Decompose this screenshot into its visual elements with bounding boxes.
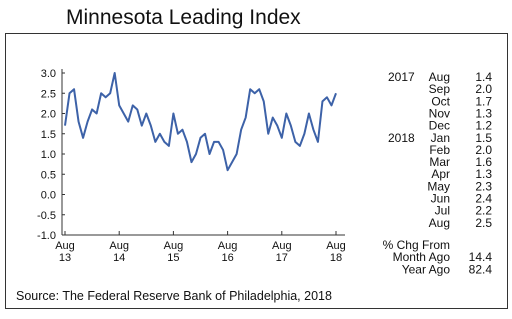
table-year: 2017	[388, 70, 415, 84]
table-value: 1.3	[475, 106, 492, 120]
table-value: 2.3	[475, 179, 492, 193]
x-tick-label: Aug 14	[109, 240, 129, 264]
table-value: 1.2	[475, 119, 492, 133]
table-month: Aug	[429, 70, 450, 84]
change-label: Month Ago	[393, 250, 451, 264]
x-tick-label: Aug 17	[272, 240, 292, 264]
table-month: Jul	[435, 204, 450, 218]
x-tick-label: Aug 16	[218, 240, 238, 264]
table-value: 1.4	[475, 70, 492, 84]
table-value: 1.7	[475, 94, 492, 108]
table-month: Dec	[429, 119, 450, 133]
frame	[5, 33, 508, 309]
y-tick-label: -1.0	[37, 230, 56, 242]
table-value: 2.2	[475, 204, 492, 218]
y-tick-label: 0.0	[41, 190, 56, 202]
y-tick-label: 2.5	[41, 88, 56, 100]
table-month: Jun	[431, 192, 450, 206]
change-label: Year Ago	[402, 263, 451, 277]
table-month: Nov	[429, 106, 450, 120]
source: Source: The Federal Reserve Bank of Phil…	[16, 289, 332, 303]
change-header: % Chg From	[383, 238, 450, 252]
table-month: Apr	[431, 167, 450, 181]
y-tick-label: 1.5	[41, 129, 56, 141]
table-month: Feb	[429, 143, 450, 157]
x-tick-label: Aug 13	[55, 240, 75, 264]
table-month: Oct	[431, 94, 450, 108]
table-value: 1.5	[475, 131, 492, 145]
table-value: 1.6	[475, 155, 492, 169]
chart-title: Minnesota Leading Index	[66, 6, 301, 29]
change-value: 82.4	[469, 263, 493, 277]
change-value: 14.4	[469, 250, 493, 264]
table-value: 2.0	[475, 143, 492, 157]
table-value: 2.0	[475, 82, 492, 96]
table-value: 2.5	[475, 216, 492, 230]
x-tick-label: Aug 18	[326, 240, 346, 264]
table-month: Jan	[431, 131, 450, 145]
table-month: May	[427, 179, 450, 193]
y-tick-label: 2.0	[41, 109, 56, 121]
y-tick-label: 0.5	[41, 169, 56, 181]
x-tick-label: Aug 15	[164, 240, 184, 264]
table-month: Sep	[429, 82, 451, 96]
table-month: Aug	[429, 216, 450, 230]
y-tick-label: 1.0	[41, 149, 56, 161]
y-tick-label: -0.5	[37, 210, 56, 222]
y-tick-label: 3.0	[41, 68, 56, 80]
table-value: 2.4	[475, 192, 492, 206]
table-value: 1.3	[475, 167, 492, 181]
line	[64, 72, 337, 172]
table-year: 2018	[388, 131, 415, 145]
table-month: Mar	[429, 155, 450, 169]
